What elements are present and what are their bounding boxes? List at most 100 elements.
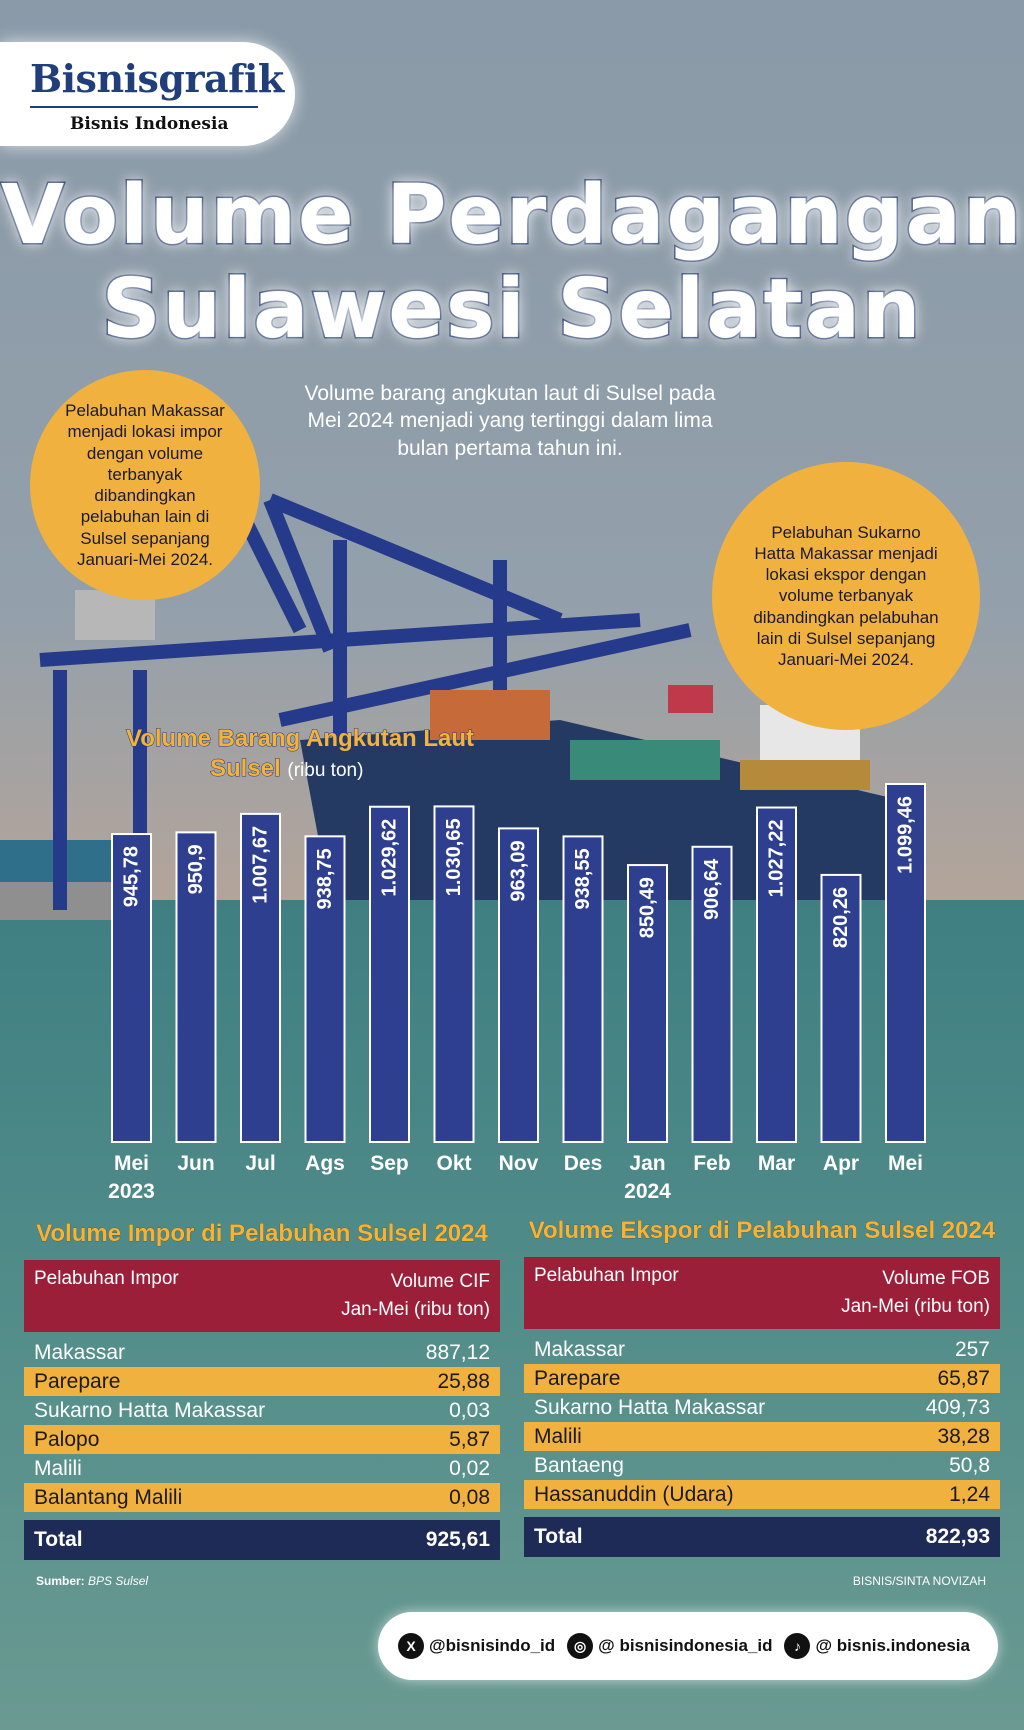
- category-label-7: Des: [564, 1152, 603, 1175]
- callout-right: Pelabuhan Sukarno Hatta Makassar menjadi…: [712, 462, 980, 730]
- total-value: 822,93: [925, 1525, 990, 1548]
- row-name: Makassar: [34, 1340, 126, 1364]
- category-label-12: Mei: [888, 1152, 923, 1175]
- row-value: 409,73: [925, 1395, 990, 1419]
- social-handle: @bisnisindo_id: [429, 1636, 556, 1655]
- bar-8: [627, 864, 668, 1144]
- bar-value-label-3: 938,75: [314, 848, 336, 909]
- bar-1: [175, 831, 217, 1144]
- table-row: Hassanuddin (Udara) 1,24: [524, 1480, 1000, 1509]
- category-label-9: Feb: [693, 1152, 730, 1175]
- bar-value-label-0: 945,78: [121, 846, 143, 907]
- row-value: 25,88: [437, 1369, 490, 1393]
- export-total-row: Total 822,93: [524, 1517, 1000, 1557]
- bar-value-label-7: 938,55: [572, 848, 594, 909]
- category-label-4: Sep: [370, 1152, 409, 1175]
- social-bar: X @bisnisindo_id ◎ @ bisnisindonesia_id …: [378, 1612, 998, 1680]
- table-row: Parepare 25,88: [24, 1367, 500, 1396]
- year-label-0: 2023: [108, 1180, 155, 1203]
- import-col-volume: Volume CIF: [390, 1271, 490, 1292]
- source-note: Sumber: BPS Sulsel: [36, 1574, 148, 1588]
- ship-containers-c: [740, 760, 870, 790]
- row-name: Palopo: [34, 1427, 100, 1451]
- category-label-10: Mar: [758, 1152, 795, 1175]
- brand-logo: Bisnisgrafik Bisnis Indonesia: [0, 42, 295, 146]
- x-icon: X: [398, 1633, 424, 1659]
- bar-0: [111, 833, 152, 1143]
- row-name: Parepare: [34, 1369, 121, 1393]
- brand-divider: [30, 106, 258, 108]
- bar-5: [433, 805, 475, 1143]
- category-label-2: Jul: [245, 1152, 275, 1175]
- credit-note: BISNIS/SINTA NOVIZAH: [852, 1574, 986, 1588]
- import-table-title: Volume Impor di Pelabuhan Sulsel 2024: [36, 1220, 488, 1248]
- row-value: 257: [954, 1337, 990, 1361]
- social-tiktok[interactable]: ♪ @ bisnis.indonesia: [784, 1633, 970, 1659]
- bar-2: [240, 812, 281, 1143]
- row-name: Parepare: [534, 1366, 621, 1390]
- import-col-period: Jan-Mei (ribu ton): [341, 1298, 490, 1320]
- bar-value-label-8: 850,49: [637, 877, 659, 938]
- bar-4: [369, 805, 410, 1143]
- chart-title-line1: Volume Barang Angkutan Laut: [125, 725, 475, 753]
- bar-3: [304, 835, 346, 1143]
- bar-10: [756, 806, 797, 1144]
- bar-7: [562, 835, 604, 1143]
- bar-value-label-6: 963,09: [508, 840, 530, 901]
- table-row: Makassar 257: [524, 1335, 1000, 1364]
- hanging-container: [668, 685, 713, 713]
- ship-containers-a: [430, 690, 550, 740]
- export-table-title: Volume Ekspor di Pelabuhan Sulsel 2024: [528, 1217, 996, 1245]
- row-name: Bantaeng: [534, 1453, 624, 1477]
- category-label-5: Okt: [436, 1152, 471, 1175]
- total-value: 925,61: [425, 1528, 490, 1551]
- row-name: Malili: [34, 1456, 82, 1480]
- callout-left-text: Pelabuhan Makassar menjadi lokasi impor …: [65, 401, 225, 569]
- row-value: 1,24: [949, 1482, 990, 1506]
- brand-name: Bisnisgrafik: [30, 56, 284, 101]
- bar-value-label-10: 1.027,22: [766, 820, 788, 898]
- row-name: Makassar: [534, 1337, 626, 1361]
- bar-value-label-2: 1.007,67: [250, 826, 272, 904]
- page-title-line1: Volume Perdagangan: [0, 167, 1024, 265]
- social-instagram[interactable]: ◎ @ bisnisindonesia_id: [567, 1633, 772, 1659]
- social-handle: @ bisnis.indonesia: [815, 1636, 970, 1655]
- bar-6: [498, 827, 539, 1144]
- table-row: Malili 0,02: [24, 1454, 500, 1483]
- ship-containers-b: [570, 740, 720, 780]
- table-row: Sukarno Hatta Makassar 409,73: [524, 1393, 1000, 1422]
- row-value: 887,12: [425, 1340, 490, 1364]
- row-name: Balantang Malili: [34, 1485, 183, 1509]
- import-col-port: Pelabuhan Impor: [34, 1268, 179, 1289]
- row-name: Malili: [534, 1424, 582, 1448]
- callout-right-text: Pelabuhan Sukarno Hatta Makassar menjadi…: [753, 522, 939, 670]
- import-table: Volume Impor di Pelabuhan Sulsel 2024 Pe…: [24, 1220, 500, 1560]
- intro-text: Volume barang angkutan laut di Sulsel pa…: [304, 382, 716, 460]
- tiktok-icon: ♪: [784, 1633, 811, 1659]
- export-col-port: Pelabuhan Impor: [534, 1265, 679, 1286]
- bar-value-label-11: 820,26: [830, 887, 852, 948]
- page-title-line2: Sulawesi Selatan: [100, 261, 923, 359]
- bar-9: [691, 845, 733, 1143]
- import-total-row: Total 925,61: [24, 1520, 500, 1560]
- total-label: Total: [34, 1528, 83, 1551]
- table-row: Parepare 65,87: [524, 1364, 1000, 1393]
- row-value: 65,87: [937, 1366, 990, 1390]
- bar-value-label-5: 1.030,65: [443, 818, 465, 896]
- bar-value-label-12: 1.099,46: [895, 796, 917, 874]
- row-value: 50,8: [949, 1453, 990, 1477]
- table-row: Sukarno Hatta Makassar 0,03: [24, 1396, 500, 1425]
- chart-title: Volume Barang Angkutan Laut Sulsel (ribu…: [125, 724, 475, 784]
- table-row: Bantaeng 50,8: [524, 1451, 1000, 1480]
- table-row: Palopo 5,87: [24, 1425, 500, 1454]
- brand-sub: Bisnis Indonesia: [70, 114, 229, 134]
- category-label-8: Jan: [629, 1152, 665, 1175]
- import-table-rows: Makassar 887,12 Parepare 25,88 Sukarno Hat…: [24, 1338, 500, 1512]
- social-x[interactable]: X @bisnisindo_id: [398, 1633, 555, 1659]
- category-label-6: Nov: [499, 1152, 539, 1175]
- export-table: Volume Ekspor di Pelabuhan Sulsel 2024 P…: [524, 1217, 1000, 1557]
- source-value: BPS Sulsel: [88, 1574, 149, 1588]
- export-table-header: Pelabuhan Impor Volume FOB Jan-Mei (ribu…: [524, 1257, 1000, 1329]
- category-label-1: Jun: [177, 1152, 214, 1175]
